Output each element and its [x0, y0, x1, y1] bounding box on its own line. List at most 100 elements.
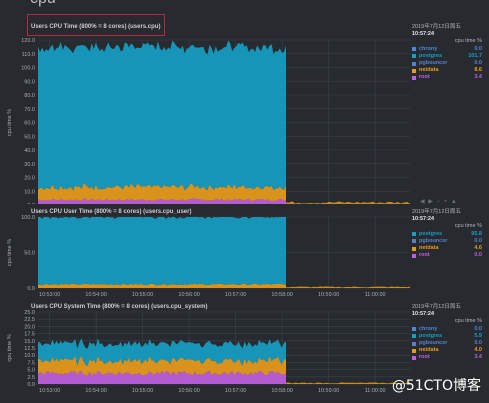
series-area-netdata — [38, 183, 286, 202]
legend-time: 10:57:24 — [412, 216, 435, 223]
legend-value: 0.0 — [474, 339, 482, 346]
legend-item-postgres[interactable]: postgres 95.8 — [412, 231, 482, 238]
legend-date: 2019年7月12日周五 — [412, 24, 461, 30]
y-tick-label: 100.0 — [21, 215, 35, 221]
legend-label: postgres — [419, 332, 443, 339]
legend-value: 4.6 — [474, 244, 482, 251]
legend-item-chrony[interactable]: chrony 0.0 — [412, 46, 482, 53]
legend-item-root[interactable]: root 3.4 — [412, 354, 482, 361]
legend-value: 0.0 — [474, 325, 482, 332]
series-area-netdata — [38, 283, 286, 288]
legend-item-netdata[interactable]: netdata 4.0 — [412, 347, 482, 354]
y-tick-label: 20.0 — [24, 324, 35, 330]
legend-date: 2019年7月12日周五 — [412, 209, 461, 215]
legend-value: 3.4 — [474, 354, 482, 361]
y-tick-label: 50.0 — [24, 134, 35, 140]
y-tick-label: 20.0 — [24, 176, 35, 182]
y-tick-label: 0.0 — [27, 286, 35, 292]
legend-item-postgres[interactable]: postgres 101.7 — [412, 53, 482, 60]
chart-legend: 2019年7月12日周五 10:57:24 cpu time % postgres 95… — [412, 209, 482, 259]
legend-value: 95.8 — [471, 230, 482, 237]
series-area-root — [38, 198, 286, 204]
y-axis-label: cpu time % — [7, 334, 13, 361]
y-tick-label: 0.0 — [27, 203, 35, 204]
x-tick-label: 10:54:00 — [85, 388, 106, 394]
legend-unit: cpu time % — [454, 223, 482, 230]
users-cpu-plot[interactable]: 0.0 10.0 20.0 30.0 40.0 50.0 60.0 70.0 80.0 90.0 1… — [0, 14, 489, 204]
legend-swatch — [412, 246, 416, 251]
x-tick-label: 10:53:00 — [39, 388, 60, 394]
y-tick-label: 100.0 — [21, 66, 35, 72]
legend-label: postgres — [419, 52, 443, 59]
y-tick-label: 0.0 — [27, 382, 35, 388]
legend-item-postgres[interactable]: postgres 5.9 — [412, 333, 482, 340]
x-tick-label: 10:53:00 — [39, 292, 60, 297]
legend-label: pgbouncer — [419, 59, 448, 66]
legend-label: netdata — [419, 67, 439, 74]
users-cpu-user-plot[interactable]: 0.0 50.0 100.0 cpu time % 10:53:00 10:54:00 10… — [0, 205, 489, 297]
users-cpu-system-plot[interactable]: 0.02.55.07.510.012.515.017.520.022.525.0… — [0, 298, 489, 403]
legend-label: root — [419, 354, 430, 361]
y-tick-label: 17.5 — [24, 332, 35, 338]
legend-unit: cpu time % — [454, 318, 482, 325]
x-tick-label: 10:58:00 — [271, 292, 292, 297]
x-tick-label: 10:55:00 — [132, 388, 153, 394]
legend-swatch — [412, 355, 416, 360]
y-tick-label: 10.0 — [24, 189, 35, 195]
legend-swatch — [412, 61, 416, 66]
series-area-netdata — [38, 355, 286, 376]
legend-swatch — [412, 348, 416, 353]
y-tick-label: 50.0 — [24, 251, 35, 257]
legend-item-chrony[interactable]: chrony 0.0 — [412, 326, 482, 333]
x-tick-label: 10:59:00 — [318, 388, 339, 394]
x-tick-label: 10:57:00 — [225, 292, 246, 297]
legend-label: root — [419, 74, 430, 81]
legend-time: 10:57:24 — [412, 31, 435, 38]
x-tick-label: 11:00:00 — [365, 388, 386, 394]
users-cpu-user-chart[interactable]: 0.0 50.0 100.0 cpu time % 10:53:00 10:54:00 10… — [0, 205, 489, 297]
legend-time: 10:57:24 — [412, 311, 435, 318]
legend-swatch — [412, 232, 416, 237]
legend-item-pgbouncer[interactable]: pgbouncer 0.0 — [412, 340, 482, 347]
legend-item-root[interactable]: root 0.0 — [412, 252, 482, 259]
y-tick-label: 30.0 — [24, 162, 35, 168]
legend-label: root — [419, 252, 430, 259]
x-tick-label: 10:58:00 — [271, 388, 292, 394]
legend-value: 0.0 — [474, 237, 482, 244]
users-cpu-chart[interactable]: 0.0 10.0 20.0 30.0 40.0 50.0 60.0 70.0 80.0 90.0 1… — [0, 14, 489, 204]
legend-swatch — [412, 334, 416, 339]
users-cpu-system-chart[interactable]: 0.0 2.5 5.0 7.5 10.0 12.5 15.0 17.5 20.0 22.5 25.0… — [0, 298, 489, 403]
legend-swatch — [412, 327, 416, 332]
legend-value: 101.7 — [468, 52, 482, 59]
legend-item-root[interactable]: root 3.4 — [412, 74, 482, 81]
chart-controls[interactable]: ◀ ▶ − + ▲ — [420, 199, 458, 205]
legend-item-netdata[interactable]: netdata 4.6 — [412, 245, 482, 252]
y-tick-label: 12.5 — [24, 346, 35, 352]
legend-item-netdata[interactable]: netdata 8.6 — [412, 67, 482, 74]
legend-date: 2019年7月12日周五 — [412, 304, 461, 310]
chart-title: Users CPU User Time (800% = 8 cores) (us… — [31, 209, 192, 215]
legend-swatch — [412, 341, 416, 346]
y-tick-label: 22.5 — [24, 317, 35, 323]
legend-value: 5.9 — [474, 332, 482, 339]
legend-label: chrony — [419, 45, 438, 52]
legend-item-pgbouncer[interactable]: pgbouncer 0.0 — [412, 238, 482, 245]
legend-swatch — [412, 68, 416, 73]
legend-value: 0.0 — [474, 45, 482, 52]
series-area-idle — [286, 382, 410, 384]
legend-unit: cpu time % — [454, 38, 482, 45]
y-tick-label: 90.0 — [24, 79, 35, 85]
legend-label: netdata — [419, 244, 439, 251]
y-tick-label: 25.0 — [24, 310, 35, 316]
x-tick-label: 10:55:00 — [132, 292, 153, 297]
legend-label: chrony — [419, 325, 438, 332]
y-axis-label: cpu time % — [7, 239, 13, 266]
y-tick-label: 15.0 — [24, 339, 35, 345]
chart-title: Users CPU Time (800% = 8 cores) (users.c… — [31, 24, 161, 30]
y-tick-label: 110.0 — [22, 52, 35, 58]
legend-item-pgbouncer[interactable]: pgbouncer 0.0 — [412, 60, 482, 67]
x-tick-label: 10:56:00 — [178, 292, 199, 297]
y-tick-label: 2.5 — [27, 375, 35, 381]
y-tick-label: 10.0 — [24, 353, 35, 359]
y-tick-label: 7.5 — [27, 360, 35, 366]
